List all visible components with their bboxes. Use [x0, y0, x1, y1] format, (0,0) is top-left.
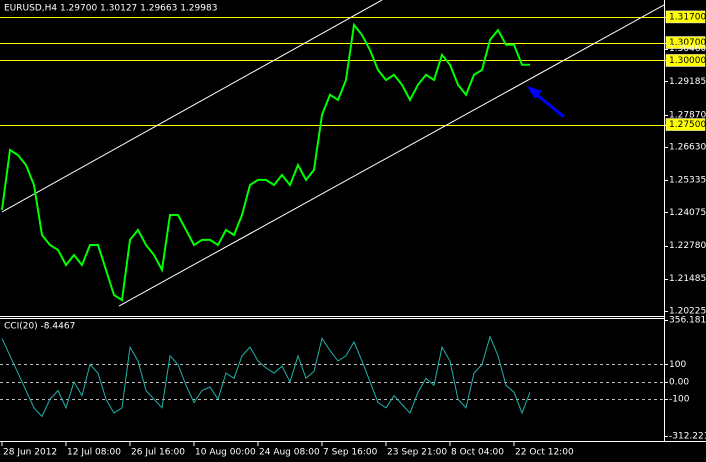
x-tick-label: 28 Jun 2012	[3, 448, 57, 458]
y-tick-label: -312.221	[669, 432, 706, 442]
y-tick-label: 1.29185	[669, 77, 706, 87]
series-line	[1, 335, 531, 418]
y-tick-label: 1.20225	[669, 307, 706, 317]
level-label-box	[665, 10, 706, 24]
x-tick-label: 23 Sep 21:00	[387, 448, 447, 458]
x-tick-label: 22 Oct 12:00	[515, 448, 574, 458]
price-pane	[0, 0, 664, 307]
x-tick-label: 12 Jul 08:00	[67, 448, 121, 458]
y-tick-label: 100	[669, 360, 686, 370]
y-tick-label: 1.27870	[669, 111, 706, 121]
y-tick-label: 356.181	[669, 316, 706, 326]
series-line	[1, 22, 530, 302]
y-tick-label: 0.00	[669, 377, 689, 387]
y-tick-label: -100	[669, 395, 690, 405]
chart-title: EURUSD,H4 1.29700 1.30127 1.29663 1.2998…	[4, 4, 217, 14]
y-tick-label: 1.21485	[669, 274, 706, 284]
x-tick-label: 8 Oct 04:00	[451, 448, 504, 458]
y-tick-label: 1.31700	[669, 12, 706, 22]
level-label-box	[665, 118, 706, 131]
level-label-box	[665, 36, 706, 49]
y-tick-label: 1.24075	[669, 208, 706, 218]
indicator-title: CCI(20) -8.4467	[4, 322, 75, 332]
y-tick-label: 1.30460	[669, 44, 706, 54]
trendline	[118, 4, 664, 307]
cci-pane	[0, 335, 664, 418]
x-tick-label: 26 Jul 16:00	[131, 448, 185, 458]
x-tick-label: 24 Aug 08:00	[259, 448, 320, 458]
y-tick-label: 1.25335	[669, 176, 706, 186]
y-tick-label: 1.26630	[669, 142, 706, 152]
trendline	[1, 0, 383, 213]
x-tick-label: 10 Aug 00:00	[195, 448, 256, 458]
level-label-box	[665, 54, 706, 67]
y-tick-label: 1.27500	[669, 120, 706, 130]
x-tick-label: 7 Sep 16:00	[323, 448, 378, 458]
y-tick-label: 1.30000	[669, 56, 706, 66]
annotation-arrow	[527, 86, 565, 119]
y-tick-label: 1.30700	[669, 38, 706, 48]
y-tick-label: 1.22780	[669, 241, 706, 251]
